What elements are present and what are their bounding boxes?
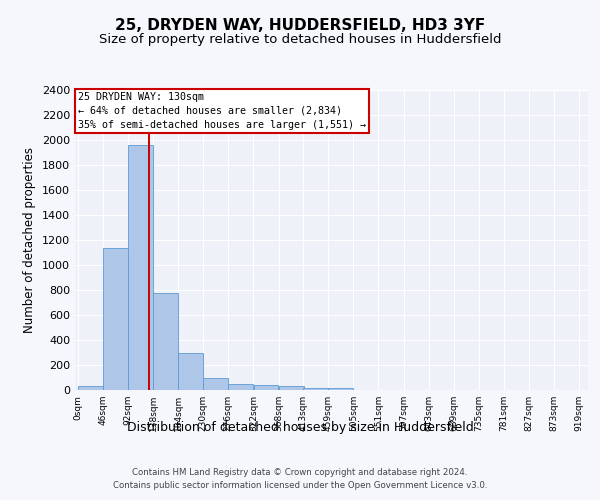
Bar (203, 378, 228, 390)
Text: Contains HM Land Registry data © Crown copyright and database right 2024.: Contains HM Land Registry data © Crown c… (132, 468, 468, 477)
Bar (103, 248, 128, 390)
Text: 25, DRYDEN WAY, HUDDERSFIELD, HD3 3YF: 25, DRYDEN WAY, HUDDERSFIELD, HD3 3YF (115, 18, 485, 32)
Text: 25 DRYDEN WAY: 130sqm
← 64% of detached houses are smaller (2,834)
35% of semi-d: 25 DRYDEN WAY: 130sqm ← 64% of detached … (77, 92, 365, 130)
Text: Contains public sector information licensed under the Open Government Licence v3: Contains public sector information licen… (113, 480, 487, 490)
Y-axis label: Number of detached properties: Number of detached properties (23, 147, 37, 333)
Bar (229, 384, 253, 390)
Bar (328, 388, 353, 390)
Bar (254, 385, 278, 390)
Bar (278, 386, 304, 390)
Bar (153, 293, 178, 390)
Text: Distribution of detached houses by size in Huddersfield: Distribution of detached houses by size … (127, 421, 473, 434)
Bar (178, 352, 203, 390)
Bar (303, 388, 328, 390)
Bar (78, 386, 103, 390)
Text: Size of property relative to detached houses in Huddersfield: Size of property relative to detached ho… (99, 32, 501, 46)
Bar (128, 145, 153, 390)
